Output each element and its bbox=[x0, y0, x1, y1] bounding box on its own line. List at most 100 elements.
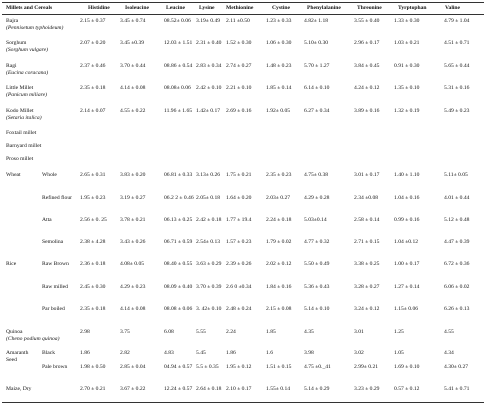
name-text: Ragi bbox=[6, 63, 17, 69]
value-cell: 4.75± 0.38 bbox=[304, 172, 329, 178]
value-cell: 3.45 ±0.39 bbox=[120, 40, 145, 46]
value-cell: 1.85 ± 0.14 bbox=[266, 85, 292, 91]
value-cell: 3.24 ± 0.12 bbox=[354, 306, 380, 312]
row-name: Maize, Dry bbox=[6, 386, 80, 393]
value-cell: 06.71 ± 0.59 bbox=[164, 239, 193, 245]
row-name: Amaranth Seed bbox=[6, 350, 40, 363]
value-cell: 1.52 ± 0.30 bbox=[226, 40, 252, 46]
value-cell: 2.14 ± 0.07 bbox=[80, 108, 106, 114]
value-cell: 4.55 ± 0.22 bbox=[120, 108, 146, 114]
value-cell: 4.29 ± 0.23 bbox=[120, 284, 146, 290]
value-cell: 1.95 ± 0.12 bbox=[226, 364, 252, 370]
value-cell: 6.06 ± 0.02 bbox=[444, 284, 470, 290]
value-cell: 08.86 ± 0.54 bbox=[164, 63, 193, 69]
value-cell: 1.69 ± 0.10 bbox=[394, 364, 420, 370]
name-text: Maize, Dry bbox=[6, 386, 32, 392]
value-cell: 2.24 bbox=[226, 329, 236, 335]
value-cell: 2.05± 0.18 bbox=[196, 195, 221, 201]
value-cell: 3.70 ± 0.44 bbox=[120, 63, 146, 69]
value-cell: 04.94 ± 0.57 bbox=[164, 364, 193, 370]
value-cell: 4.55 bbox=[444, 329, 454, 335]
value-cell: 1.42± 0.17 bbox=[196, 108, 221, 114]
value-cell: 5.31 ± 0.16 bbox=[444, 85, 470, 91]
row-name: Sorghum (Sorghum vulgare) bbox=[6, 40, 80, 53]
value-cell: 3.19± 0.49 bbox=[196, 18, 221, 24]
value-cell: 3.38 ± 0.25 bbox=[354, 261, 380, 267]
name-text: Proso millet bbox=[6, 156, 34, 162]
value-cell: 2.02 ± 0.12 bbox=[266, 261, 292, 267]
value-cell: 3.98 bbox=[304, 350, 314, 356]
value-cell: 2.6 0 ±0.34 bbox=[226, 284, 252, 290]
value-cell: 08.08± 0.06 bbox=[164, 85, 191, 91]
value-cell: 1.95 ± 0.23 bbox=[80, 195, 106, 201]
value-cell: 4.24 ± 0.12 bbox=[354, 85, 380, 91]
latin-name: (Panicum miliare) bbox=[6, 91, 47, 98]
value-cell: 12.24 ± 0.57 bbox=[164, 386, 193, 392]
value-cell: 08.52± 0.06 bbox=[164, 18, 191, 24]
row-subtype: Raw milled bbox=[42, 284, 68, 290]
value-cell: 08.09 ± 0.40 bbox=[164, 284, 193, 290]
value-cell: 1.85 bbox=[266, 329, 276, 335]
value-cell: 4.01 ± 0.44 bbox=[444, 195, 470, 201]
column-header: Phenylalanine bbox=[307, 5, 341, 11]
value-cell: 6.08 bbox=[164, 329, 174, 335]
value-cell: 3.28 ± 0.27 bbox=[354, 284, 380, 290]
row-subtype: Par boiled bbox=[42, 306, 65, 312]
value-cell: 1.98 ± 0.50 bbox=[80, 364, 106, 370]
value-cell: 2.36 ± 0.18 bbox=[80, 261, 106, 267]
name-text: Little Millet bbox=[6, 85, 34, 91]
value-cell: 1.35 ± 0.10 bbox=[394, 85, 420, 91]
value-cell: 3.89 ± 0.16 bbox=[354, 108, 380, 114]
value-cell: 5.36 ± 0.43 bbox=[304, 284, 330, 290]
value-cell: 4.14 ± 0.08 bbox=[120, 306, 146, 312]
name-text: Bajra bbox=[6, 18, 19, 24]
value-cell: 4.77 ± 0.32 bbox=[304, 239, 330, 245]
value-cell: 5.5 ± 0.35 bbox=[196, 364, 219, 370]
column-header: Valine bbox=[445, 5, 461, 11]
value-cell: 08.08 ± 0.06 bbox=[164, 306, 193, 312]
value-cell: 2.74 ± 0.27 bbox=[226, 63, 252, 69]
value-cell: 4.47 ± 0.39 bbox=[444, 239, 470, 245]
value-cell: 3.01 ± 0.17 bbox=[354, 172, 380, 178]
value-cell: 4.34 bbox=[444, 350, 454, 356]
row-name: Rice bbox=[6, 261, 40, 268]
value-cell: 4.30± 0.27 bbox=[444, 364, 469, 370]
value-cell: 1.04 ±0.12 bbox=[394, 239, 419, 245]
value-cell: 1.84 ± 0.16 bbox=[266, 284, 292, 290]
name-text: Amaranth Seed bbox=[6, 350, 29, 363]
column-header: Leucine bbox=[166, 5, 185, 11]
value-cell: 1.77 ± 19.4 bbox=[226, 217, 252, 223]
value-cell: 2.31 ± 0.40 bbox=[196, 40, 222, 46]
row-subtype: Semolina bbox=[42, 239, 64, 245]
row-subtype: Raw Brown bbox=[42, 261, 69, 267]
value-cell: 1.64 ± 0.20 bbox=[226, 195, 252, 201]
row-name: Kodo Millet (Setaria italica) bbox=[6, 108, 80, 121]
value-cell: 1.40 ± 1.10 bbox=[394, 172, 420, 178]
value-cell: 2.10 ± 0.17 bbox=[226, 386, 252, 392]
value-cell: 2.54± 0.13 bbox=[196, 239, 221, 245]
value-cell: 1.32 ± 0.19 bbox=[394, 108, 420, 114]
value-cell: 1.79 ± 0.02 bbox=[266, 239, 292, 245]
value-cell: 2.48 ± 0.24 bbox=[226, 306, 252, 312]
value-cell: 2.64 ± 0.18 bbox=[196, 386, 222, 392]
row-name: Foxtail millet bbox=[6, 130, 80, 137]
value-cell: 1.55± 0.14 bbox=[266, 386, 291, 392]
value-cell: 3.43 ± 0.26 bbox=[120, 239, 146, 245]
value-cell: 2.11 ±0.50 bbox=[226, 18, 250, 24]
row-name: Bajra (Pennisetum typhoideum) bbox=[6, 18, 80, 31]
value-cell: 4.83 bbox=[164, 350, 174, 356]
value-cell: 5.70 ± 1.27 bbox=[304, 63, 330, 69]
row-subtype: Pale brown bbox=[42, 364, 68, 370]
value-cell: 1.06 ± 0.30 bbox=[266, 40, 292, 46]
value-cell: 5.41 ± 0.71 bbox=[444, 386, 470, 392]
value-cell: 2.15 ± 0.08 bbox=[266, 306, 292, 312]
value-cell: 5.10± 0.30 bbox=[304, 40, 329, 46]
row-subtype: Whole bbox=[42, 172, 57, 178]
value-cell: 3.01 bbox=[354, 329, 364, 335]
name-text: Sorghum bbox=[6, 40, 27, 46]
row-subtype: Black bbox=[42, 350, 56, 356]
value-cell: 1.03 ± 0.21 bbox=[394, 40, 420, 46]
value-cell: 11.96 ± 1.65 bbox=[164, 108, 193, 114]
value-cell: 1.04 ± 0.16 bbox=[394, 195, 420, 201]
value-cell: 4.51 ± 0.71 bbox=[444, 40, 470, 46]
